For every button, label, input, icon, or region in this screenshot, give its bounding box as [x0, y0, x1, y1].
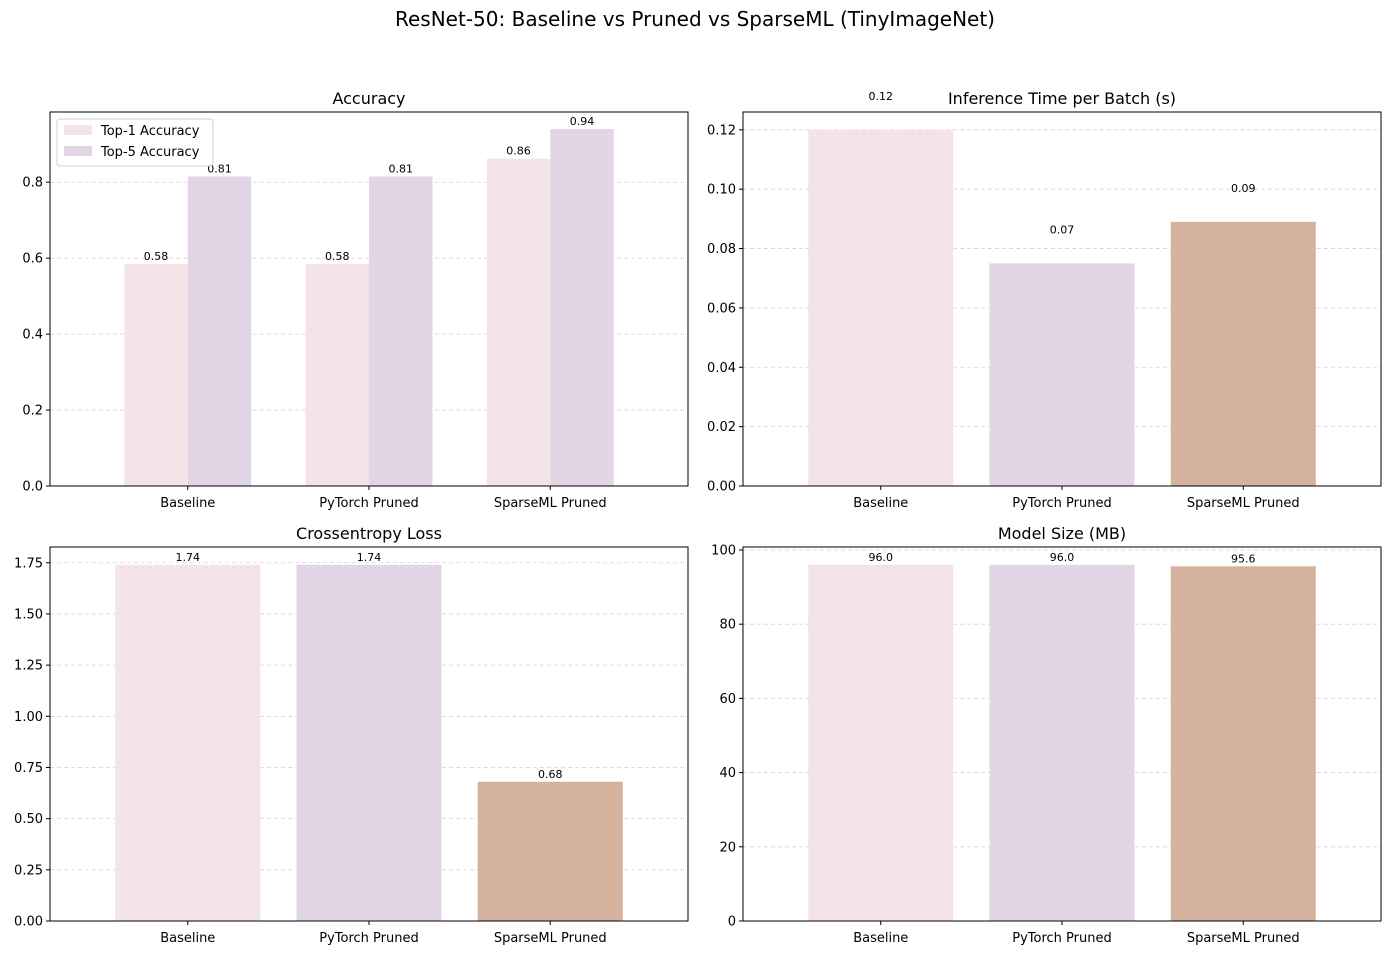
y-tick-label: 0.06: [707, 301, 736, 316]
bar-top-1-accuracy-pytorch-pruned: [305, 263, 369, 486]
data-label: 96.0: [1050, 551, 1075, 564]
x-tick-label: SparseML Pruned: [1187, 496, 1300, 511]
y-tick-label: 0.50: [14, 812, 43, 827]
data-label: 0.12: [869, 90, 894, 103]
x-tick-label: PyTorch Pruned: [319, 496, 418, 511]
data-label: 0.81: [207, 163, 232, 176]
bar-pytorch-pruned: [989, 263, 1135, 486]
data-label: 0.94: [570, 115, 595, 128]
bar-sparseml-pruned: [1170, 566, 1316, 921]
bar-top-5-accuracy-pytorch-pruned: [369, 176, 433, 486]
legend: Top-1 Accuracy Top-5 Accuracy: [56, 118, 214, 167]
x-tick-label: PyTorch Pruned: [319, 931, 418, 946]
crossentropy-loss-chart: 0.00 0.25 0.50 0.75 1.00 1.25 1.50 1.75 1.74 1.74…: [14, 524, 689, 946]
data-label: 95.6: [1231, 552, 1256, 565]
bar-pytorch-pruned: [989, 564, 1135, 921]
y-tick-label: 0.10: [707, 183, 736, 198]
data-label: 96.0: [869, 551, 894, 564]
bar-top-1-accuracy-sparseml-pruned: [486, 158, 551, 486]
y-tick-label: 1.25: [14, 659, 43, 674]
data-label: 1.74: [176, 551, 201, 564]
y-tick-label: 100: [711, 543, 736, 558]
legend-label: Top-5 Accuracy: [100, 145, 200, 160]
data-label: 0.86: [506, 145, 531, 158]
chart-title: Inference Time per Batch (s): [948, 89, 1176, 108]
legend-swatch: [64, 125, 92, 135]
y-tick-label: 0.25: [14, 863, 43, 878]
plot-frame: [742, 111, 1382, 487]
x-tick-label: SparseML Pruned: [494, 931, 607, 946]
inference-time-chart: 0.00 0.02 0.04 0.06 0.08 0.10 0.12 0.12 0.07 0.09…: [707, 89, 1382, 511]
chart-title: Crossentropy Loss: [296, 524, 442, 543]
y-tick-label: 0.04: [707, 361, 736, 376]
y-tick-label: 1.50: [14, 607, 43, 622]
bar-top-5-accuracy-sparseml-pruned: [550, 129, 614, 486]
x-tick-label: Baseline: [160, 496, 215, 511]
x-tick-label: SparseML Pruned: [494, 496, 607, 511]
bar-sparseml-pruned: [1170, 221, 1316, 487]
legend-swatch: [64, 146, 92, 156]
plot-frame: [49, 111, 689, 487]
chart-title: Model Size (MB): [998, 524, 1126, 543]
bar-baseline: [808, 564, 954, 921]
bar-pytorch-pruned: [296, 564, 442, 921]
y-tick-label: 0.8: [22, 176, 43, 191]
y-tick-label: 0.6: [22, 252, 43, 267]
data-label: 0.81: [388, 163, 413, 176]
y-tick-label: 0: [728, 915, 736, 930]
x-tick-label: PyTorch Pruned: [1012, 496, 1111, 511]
data-label: 0.58: [325, 250, 350, 263]
x-tick-label: PyTorch Pruned: [1012, 931, 1111, 946]
bar-top-5-accuracy-baseline: [187, 176, 252, 486]
bar-baseline: [808, 129, 954, 487]
y-tick-label: 1.75: [14, 556, 43, 571]
y-tick-label: 1.00: [14, 710, 43, 725]
data-label: 0.68: [538, 768, 563, 781]
y-tick-label: 20: [719, 840, 736, 855]
data-label: 0.07: [1050, 223, 1075, 236]
y-tick-label: 60: [719, 692, 736, 707]
bar-sparseml-pruned: [477, 781, 623, 921]
accuracy-chart: 0.0 0.2 0.4 0.6 0.8 0.58 0.58 0.86 0.81 0.81 0.94 B…: [22, 89, 689, 511]
x-tick-label: Baseline: [853, 496, 908, 511]
y-tick-label: 0.02: [707, 420, 736, 435]
y-tick-label: 80: [719, 618, 736, 633]
y-tick-label: 0.12: [707, 123, 736, 138]
y-tick-label: 0.0: [22, 480, 43, 495]
plot-frame: [49, 546, 689, 922]
data-label: 0.09: [1231, 182, 1256, 195]
y-tick-label: 0.75: [14, 761, 43, 776]
x-tick-label: Baseline: [853, 931, 908, 946]
y-tick-label: 0.00: [707, 480, 736, 495]
chart-title: Accuracy: [332, 89, 405, 108]
y-tick-label: 0.2: [22, 404, 43, 419]
bar-top-1-accuracy-baseline: [124, 263, 188, 486]
model-size-chart: 0 20 40 60 80 100 96.0 96.0 95.6 Baseline PyTorch …: [711, 524, 1382, 946]
bar-baseline: [115, 564, 261, 921]
figure-title: ResNet-50: Baseline vs Pruned vs SparseM…: [395, 7, 995, 31]
data-label: 0.58: [144, 250, 169, 263]
x-tick-label: Baseline: [160, 931, 215, 946]
plot-frame: [742, 546, 1382, 922]
y-tick-label: 0.08: [707, 242, 736, 257]
legend-box: [56, 118, 214, 167]
x-tick-label: SparseML Pruned: [1187, 931, 1300, 946]
data-label: 1.74: [357, 551, 382, 564]
y-tick-label: 0.00: [14, 915, 43, 930]
y-tick-label: 0.4: [22, 328, 43, 343]
legend-label: Top-1 Accuracy: [100, 124, 200, 139]
y-tick-label: 40: [719, 766, 736, 781]
